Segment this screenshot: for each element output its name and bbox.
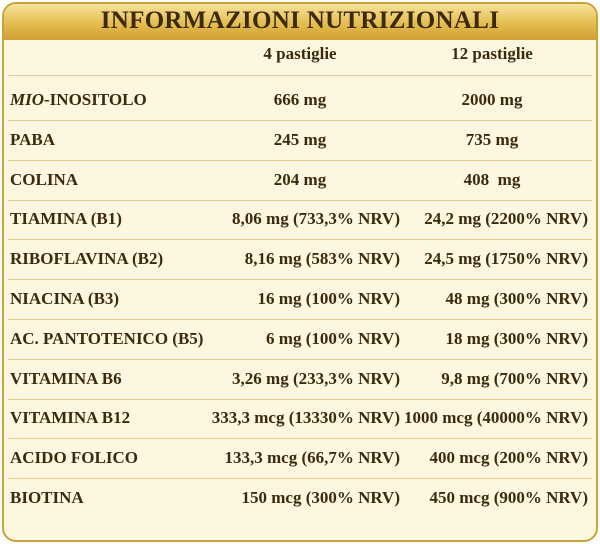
row-label: TIAMINA (B1) xyxy=(10,209,122,229)
row-value: 16 mg (100% NRV) xyxy=(257,289,400,308)
row-label-italic: MIO xyxy=(10,90,45,109)
row-label-text: BIOTINA xyxy=(10,488,84,507)
row-value: 666 mg xyxy=(273,90,327,109)
row-label: NIACINA (B3) xyxy=(10,289,119,309)
title: INFORMAZIONI NUTRIZIONALI xyxy=(100,7,500,34)
separator xyxy=(8,319,592,320)
row-value: 8,16 mg (583% NRV) xyxy=(244,249,400,269)
row-value: 18 mg (300% NRV) xyxy=(445,328,588,348)
row-label-text: ACIDO FOLICO xyxy=(10,448,138,468)
row-value: 2000 mg xyxy=(461,90,523,109)
separator xyxy=(8,199,592,201)
row-value: 48 mg (300% NRV) xyxy=(445,289,588,308)
row-label: VITAMINA B12 xyxy=(10,408,130,428)
row-label: MIO-INOSITOLO xyxy=(10,90,147,110)
row-value: 8,06 mg (733,3% NRV) xyxy=(232,209,400,229)
row-value: 735 mg xyxy=(465,129,519,149)
separator xyxy=(8,478,592,480)
row-value: 450 mcg (900% NRV) xyxy=(429,488,588,507)
row-label: VITAMINA B6 xyxy=(10,369,122,389)
row-value: 1000 mcg (40000% NRV) xyxy=(404,408,589,428)
row-value: 6 mg (100% NRV) xyxy=(266,328,400,348)
title-band xyxy=(4,4,596,40)
row-value: 245 mg xyxy=(273,129,327,149)
row-label-text: -INOSITOLO xyxy=(44,90,147,109)
row-value: 3,26 mg (233,3% NRV) xyxy=(232,368,400,388)
row-label: PABA xyxy=(10,130,55,150)
row-label-text: VITAMINA B12 xyxy=(10,408,131,428)
separator xyxy=(8,358,592,360)
column-header: 12 pastiglie xyxy=(451,44,533,63)
separator xyxy=(8,75,592,76)
separator xyxy=(8,239,592,241)
separator xyxy=(8,398,592,400)
row-label-text: TIAMINA (B1) xyxy=(10,209,122,229)
row-value: 150 mcg (300% NRV) xyxy=(241,488,400,507)
row-value: 24,5 mg (1750% NRV) xyxy=(424,249,588,269)
row-label-text: VITAMINA B6 xyxy=(10,368,122,388)
row-value: 204 mg xyxy=(273,169,327,189)
row-label-text: NIACINA (B3) xyxy=(10,289,120,308)
row-label-text: PABA xyxy=(10,129,56,149)
row-label: COLINA xyxy=(10,170,78,190)
separator xyxy=(8,438,592,440)
row-label: RIBOFLAVINA (B2) xyxy=(10,249,163,269)
row-value: 133,3 mcg (66,7% NRV) xyxy=(224,448,400,468)
separator xyxy=(8,159,592,161)
row-value: 333,3 mcg (13330% NRV) xyxy=(211,408,400,428)
row-label-text: RIBOFLAVINA (B2) xyxy=(10,249,164,269)
row-value: 408 mg xyxy=(463,169,521,189)
column-header: 4 pastiglie xyxy=(263,44,337,63)
separator xyxy=(8,120,592,121)
row-value: 9,8 mg (700% NRV) xyxy=(441,368,588,388)
row-label-text: COLINA xyxy=(10,169,79,189)
row-label: AC. PANTOTENICO (B5) xyxy=(10,329,203,349)
row-label-text: AC. PANTOTENICO (B5) xyxy=(10,328,204,348)
row-value: 400 mcg (200% NRV) xyxy=(429,448,588,468)
separator xyxy=(8,279,592,281)
row-label: ACIDO FOLICO xyxy=(10,448,138,468)
row-value: 24,2 mg (2200% NRV) xyxy=(424,209,588,229)
row-label: BIOTINA xyxy=(10,488,84,508)
